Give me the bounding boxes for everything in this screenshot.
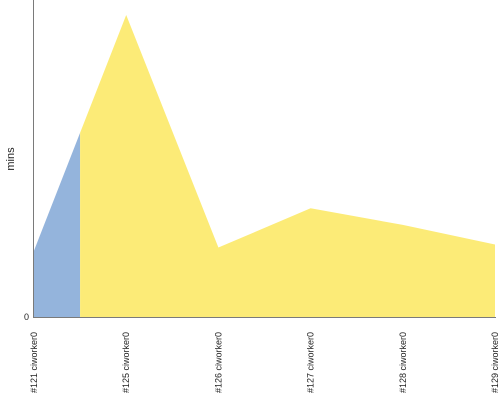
area-segment-1: [80, 15, 495, 317]
y-axis-title: mins: [5, 147, 17, 171]
x-tick-label: #125 ciworker0: [121, 332, 131, 393]
x-tick-label: #129 ciworker0: [490, 332, 500, 393]
x-tick-label: #128 ciworker0: [398, 332, 408, 393]
x-tick-labels: #121 ciworker0 #125 ciworker0 #126 ciworke…: [29, 332, 500, 393]
y-tick-label-0: 0: [24, 312, 29, 322]
x-tick-label: #127 ciworker0: [306, 332, 316, 393]
area-segment-0: [34, 132, 81, 317]
x-tick-label: #121 ciworker0: [29, 332, 39, 393]
area-series: [34, 15, 495, 317]
x-tick-label: #126 ciworker0: [213, 332, 223, 393]
